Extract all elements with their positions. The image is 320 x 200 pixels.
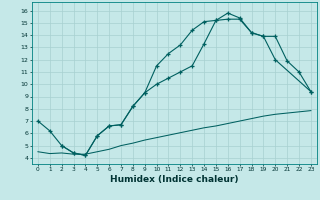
X-axis label: Humidex (Indice chaleur): Humidex (Indice chaleur) bbox=[110, 175, 239, 184]
